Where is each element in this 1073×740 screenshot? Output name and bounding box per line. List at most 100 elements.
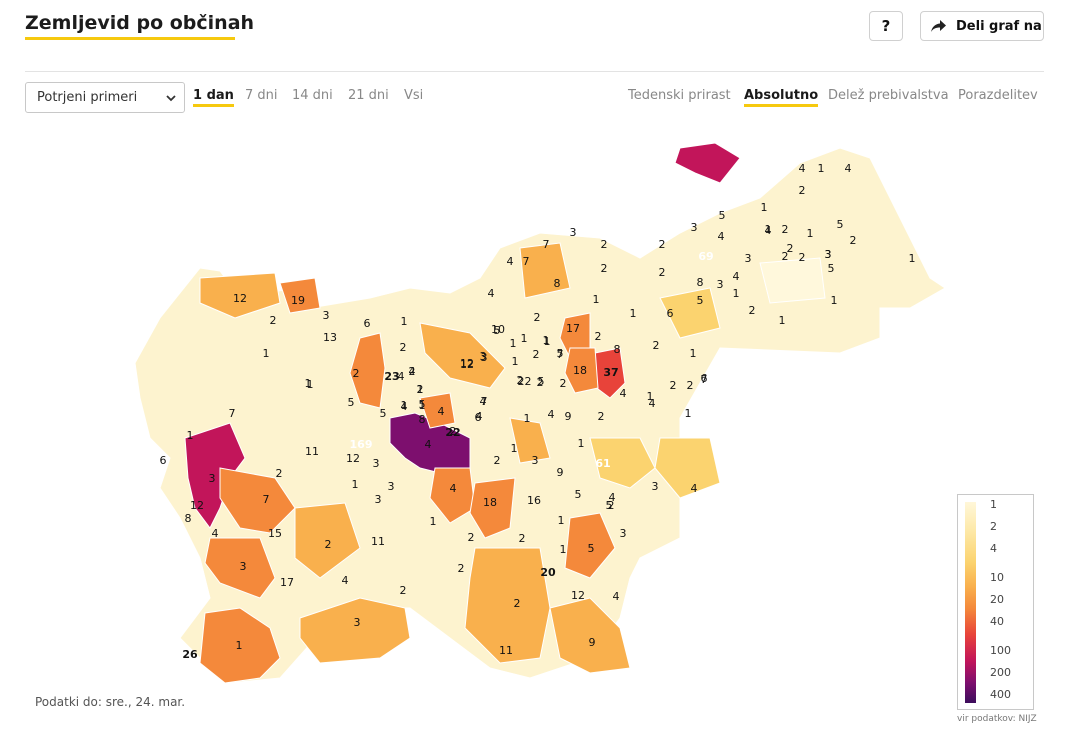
municipality-value-label: 1	[647, 390, 654, 403]
municipality-value-label: 2	[659, 238, 666, 251]
municipality-value-label: 4	[765, 224, 772, 237]
metric-select[interactable]: Potrjeni primeri	[25, 82, 185, 113]
municipality-value-label: 1	[765, 223, 772, 236]
municipality-region[interactable]	[564, 512, 616, 579]
municipality-value-label: 3	[209, 472, 216, 485]
municipality-value-label: 2	[514, 597, 521, 610]
municipality-value-label: 8	[614, 343, 621, 356]
municipality-value-label: 1	[733, 287, 740, 300]
municipality-value-label: 9	[565, 410, 572, 423]
municipality-value-label: 8	[554, 277, 561, 290]
municipality-value-label: 2	[799, 184, 806, 197]
municipality-region[interactable]	[299, 597, 411, 664]
municipality-region[interactable]	[219, 467, 296, 534]
municipality-value-label: 1	[512, 355, 519, 368]
legend-color-bar	[965, 502, 976, 703]
municipality-value-label: 4	[691, 482, 698, 495]
municipality-value-label: 1	[630, 307, 637, 320]
tab-tedenski-prirast[interactable]: Tedenski prirast	[628, 88, 731, 103]
municipality-value-label: 20	[540, 566, 556, 579]
municipality-value-label: 18	[573, 364, 587, 377]
municipality-value-label: 2	[450, 425, 457, 438]
municipality-region[interactable]	[469, 477, 516, 539]
municipality-value-label: 3	[717, 278, 724, 291]
municipality-region[interactable]	[589, 437, 656, 489]
municipality-value-label: 2	[782, 250, 789, 263]
municipality-value-label: 5	[380, 407, 387, 420]
municipality-value-label: 19	[291, 294, 305, 307]
municipality-region[interactable]	[509, 417, 551, 464]
municipality-value-label: 2	[533, 348, 540, 361]
municipality-value-label: 9	[557, 466, 564, 479]
municipality-value-label: 1	[524, 412, 531, 425]
tab-absolutno[interactable]: Absolutno	[744, 88, 819, 107]
municipality-value-label: 1	[807, 227, 814, 240]
municipality-value-label: 69	[698, 250, 713, 263]
municipality-region[interactable]	[674, 142, 741, 184]
municipality-value-label: 1	[909, 252, 916, 265]
municipality-value-label: 1	[305, 377, 312, 390]
municipality-region[interactable]	[204, 537, 276, 599]
municipality-region[interactable]	[519, 242, 571, 299]
municipality-value-label: 5	[828, 262, 835, 275]
municipality-value-label: 3	[825, 248, 832, 261]
tab-porazdelitev[interactable]: Porazdelitev	[958, 88, 1038, 103]
municipality-region[interactable]	[654, 437, 721, 499]
municipality-value-label: 2	[353, 367, 360, 380]
municipality-value-label: 3	[481, 351, 488, 364]
municipality-value-label: 1	[263, 347, 270, 360]
tab-21-dni[interactable]: 21 dni	[348, 88, 389, 103]
municipality-region[interactable]	[429, 467, 476, 524]
municipality-region[interactable]	[759, 257, 826, 304]
tab-1-dan[interactable]: 1 dan	[193, 88, 234, 107]
municipality-value-label: 12	[346, 452, 360, 465]
municipality-region[interactable]	[279, 277, 321, 314]
municipality-region[interactable]	[659, 287, 721, 339]
municipality-value-label: 2	[749, 304, 756, 317]
municipality-value-label: 1	[307, 378, 314, 391]
header-divider	[25, 71, 1044, 72]
tab-7-dni[interactable]: 7 dni	[245, 88, 278, 103]
municipality-value-label: 3	[480, 350, 487, 363]
municipality-value-label: 4	[450, 482, 457, 495]
tab-vsi[interactable]: Vsi	[404, 88, 424, 103]
municipality-value-label: 61	[595, 457, 610, 470]
municipality-region[interactable]	[199, 272, 281, 319]
municipality-value-label: 4	[620, 387, 627, 400]
municipality-value-label: 2	[687, 379, 694, 392]
municipality-value-label: 18	[483, 496, 497, 509]
municipality-value-label: 169	[350, 438, 373, 451]
share-button[interactable]: Deli graf na	[920, 11, 1044, 41]
municipality-value-label: 2	[787, 242, 794, 255]
municipality-region[interactable]	[349, 332, 386, 409]
municipality-value-label: 7	[557, 348, 564, 361]
municipality-value-label: 5	[697, 294, 704, 307]
municipality-region[interactable]	[419, 322, 506, 389]
municipality-value-label: 1	[401, 399, 408, 412]
municipality-region[interactable]	[549, 597, 631, 674]
municipality-region[interactable]	[199, 607, 281, 684]
municipality-value-label: 8	[697, 276, 704, 289]
tab-14-dni[interactable]: 14 dni	[292, 88, 333, 103]
municipality-value-label: 2	[560, 377, 567, 390]
data-date-note: Podatki do: sre., 24. mar.	[35, 695, 186, 709]
municipality-value-label: 2	[518, 375, 525, 388]
municipality-value-label: 2	[519, 532, 526, 545]
municipality-value-label: 12	[571, 589, 585, 602]
municipality-value-label: 6	[667, 307, 674, 320]
municipality-value-label: 5	[837, 218, 844, 231]
help-button[interactable]: ?	[869, 11, 903, 41]
municipality-region[interactable]	[419, 392, 456, 429]
municipality-value-label: 11	[499, 644, 513, 657]
municipality-value-label: 12	[233, 292, 247, 305]
municipality-value-label: 3	[570, 226, 577, 239]
municipality-region[interactable]	[564, 347, 599, 394]
municipality-value-label: 3	[354, 616, 361, 629]
municipality-value-label: 2	[409, 365, 416, 378]
municipality-region[interactable]	[294, 502, 361, 579]
municipality-region[interactable]	[464, 547, 551, 664]
tab-delez-prebivalstva[interactable]: Delež prebivalstva	[828, 88, 949, 103]
municipality-value-label: 1	[510, 337, 517, 350]
